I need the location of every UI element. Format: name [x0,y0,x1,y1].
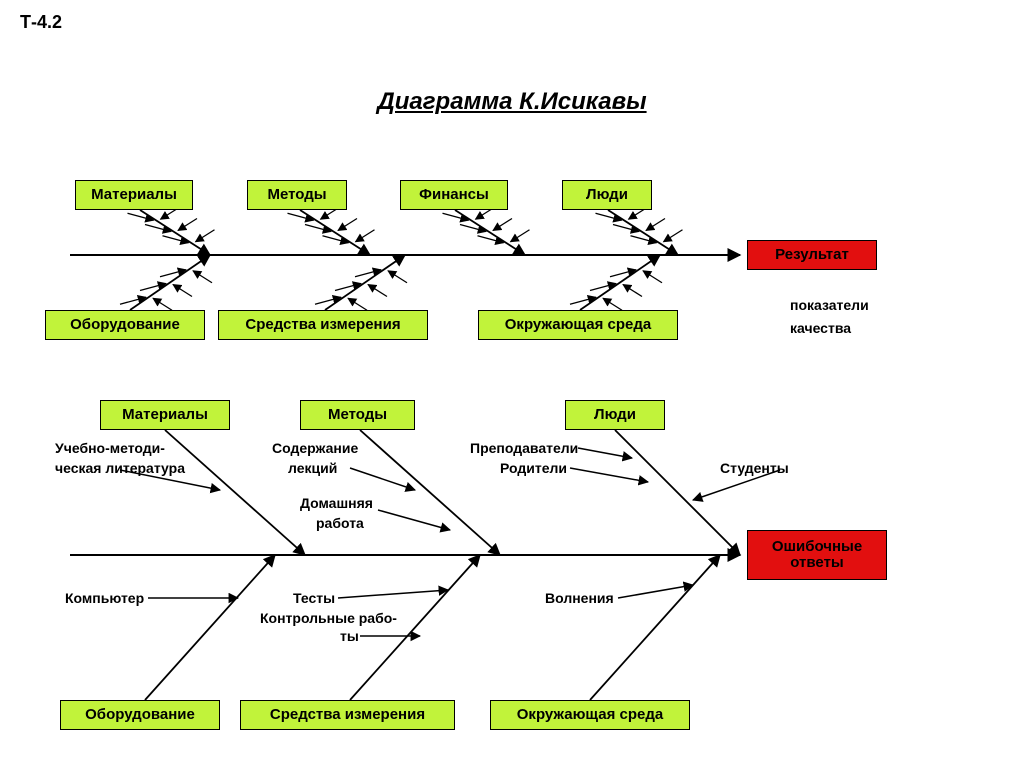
d1-finance: Финансы [400,180,508,210]
sub-label: Компьютер [65,590,144,606]
d1-people: Люди [562,180,652,210]
d2-methods: Методы [300,400,415,430]
d1-env: Окружающая среда [478,310,678,340]
sub-label: показатели [790,297,869,313]
page-label: Т-4.2 [20,12,62,33]
sub-label: Родители [500,460,567,476]
sub-label: Контрольные рабо- [260,610,397,626]
sub-label: Студенты [720,460,789,476]
d2-equip: Оборудование [60,700,220,730]
d2-measure: Средства измерения [240,700,455,730]
sub-label: Преподаватели [470,440,578,456]
sub-label: Волнения [545,590,614,606]
d2-result: Ошибочныеответы [747,530,887,580]
d2-people: Люди [565,400,665,430]
sub-label: Содержание [272,440,358,456]
sub-label: лекций [288,460,337,476]
d1-materials: Материалы [75,180,193,210]
sub-label: качества [790,320,851,336]
d1-result: Результат [747,240,877,270]
diagram-title: Диаграмма К.Исикавы [0,88,1024,116]
d1-measure: Средства измерения [218,310,428,340]
sub-label: Домашняя [300,495,373,511]
sub-label: Тесты [293,590,335,606]
d1-equip: Оборудование [45,310,205,340]
sub-label: работа [316,515,364,531]
sub-label: ческая литература [55,460,185,476]
d1-methods: Методы [247,180,347,210]
d2-materials: Материалы [100,400,230,430]
d2-env: Окружающая среда [490,700,690,730]
sub-label: ты [340,628,359,644]
sub-label: Учебно-методи- [55,440,165,456]
